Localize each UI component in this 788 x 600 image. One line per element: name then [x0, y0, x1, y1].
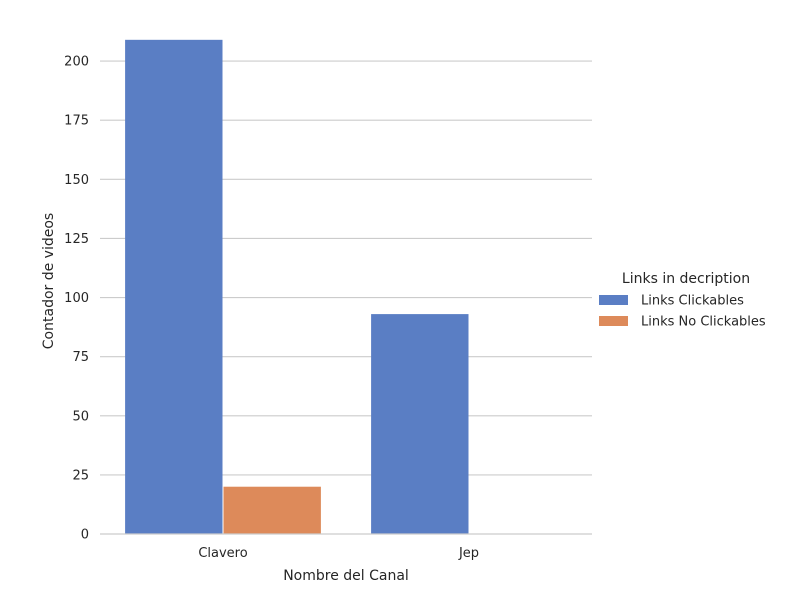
x-tick-label-jep: Jep — [458, 546, 479, 561]
y-tick-label: 125 — [64, 232, 89, 247]
x-tick-label-clavero: Clavero — [198, 546, 247, 561]
legend-swatch-links-clickables — [599, 295, 628, 305]
bar-clavero-links-no-clickables — [223, 486, 321, 534]
y-tick-label: 25 — [72, 468, 89, 483]
y-tick-label: 0 — [81, 528, 89, 543]
y-axis-label: Contador de videos — [41, 213, 57, 349]
y-tick-label: 50 — [72, 409, 89, 424]
bar-clavero-links-clickables — [125, 39, 223, 535]
y-tick-label: 150 — [64, 173, 89, 188]
y-tick-labels: 0 25 50 75 100 125 150 175 200 — [64, 55, 89, 543]
legend-label-links-clickables: Links Clickables — [641, 294, 744, 309]
legend-title: Links in decription — [622, 271, 750, 287]
legend-label-links-no-clickables: Links No Clickables — [641, 315, 766, 330]
y-tick-label: 200 — [64, 55, 89, 70]
legend: Links in decription Links Clickables Lin… — [599, 271, 766, 330]
legend-swatch-links-no-clickables — [599, 316, 628, 326]
bars — [125, 39, 469, 535]
y-tick-label: 75 — [72, 350, 89, 365]
x-axis-label: Nombre del Canal — [283, 568, 409, 584]
y-tick-label: 175 — [64, 114, 89, 129]
bar-jep-links-clickables — [371, 314, 469, 534]
x-tick-labels: Clavero Jep — [198, 546, 479, 561]
y-tick-label: 100 — [64, 291, 89, 306]
